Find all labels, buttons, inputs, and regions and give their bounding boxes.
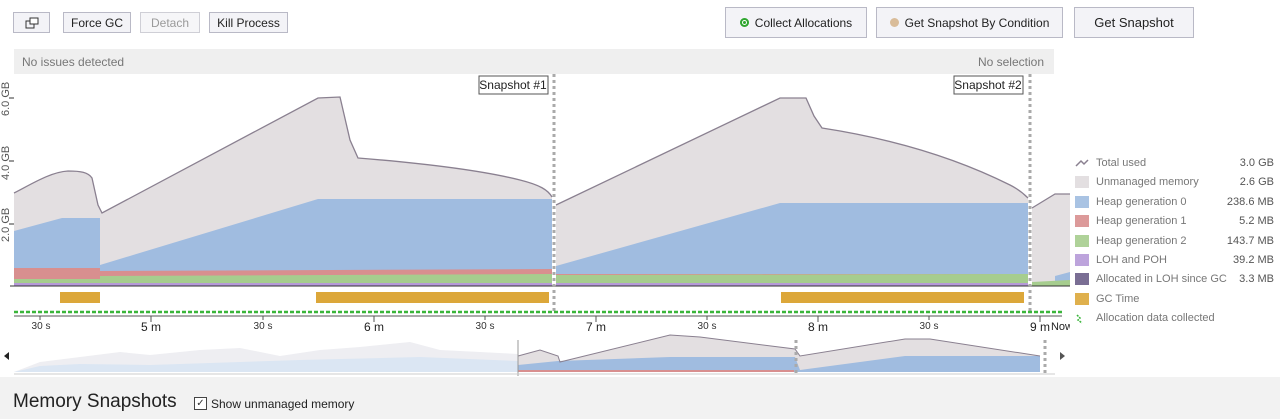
- show-unmanaged-checkbox[interactable]: ✓: [194, 397, 207, 410]
- snapshot-2-label[interactable]: Snapshot #2: [954, 78, 1022, 92]
- condition-dot-icon: [889, 18, 899, 27]
- legend-label: Heap generation 1: [1096, 215, 1187, 228]
- snapshot-1-box: [478, 75, 549, 95]
- gen2-area-c: [1032, 280, 1070, 286]
- get-snapshot-by-condition-label: Get Snapshot By Condition: [904, 15, 1050, 30]
- legend-label: Unmanaged memory: [1096, 176, 1199, 189]
- show-unmanaged-label[interactable]: Show unmanaged memory: [211, 397, 355, 411]
- legend-swatch: [1075, 292, 1089, 305]
- legend-label: Allocation data collected: [1096, 312, 1215, 325]
- gc-time-bar: [781, 292, 1024, 303]
- scroll-right-arrow-icon[interactable]: [1060, 352, 1065, 360]
- loh-area-b: [556, 283, 1028, 286]
- x-label-30s: 30 s: [920, 321, 939, 332]
- legend-swatch: [1075, 234, 1089, 247]
- overview-visible-gen0: [518, 356, 1040, 372]
- detach-button[interactable]: Detach: [140, 12, 200, 33]
- loh-area-a: [14, 283, 552, 286]
- y-label-4gb: 4.0 GB: [0, 146, 12, 180]
- snapshot-1-label[interactable]: Snapshot #1: [479, 78, 547, 92]
- x-label-7m: 7 m: [586, 320, 606, 334]
- memory-timeline-chart[interactable]: 6.0 GB 4.0 GB 2.0 GB Snapshot #1 Snapsho…: [0, 74, 1070, 377]
- get-snapshot-button[interactable]: Get Snapshot: [1074, 7, 1194, 38]
- collect-allocations-label: Collect Allocations: [754, 15, 853, 30]
- legend-label: GC Time: [1096, 292, 1140, 305]
- legend-value: 5.2 MB: [1239, 215, 1274, 228]
- snapshot-marker-2[interactable]: Snapshot #2: [953, 74, 1032, 312]
- snapshot-2-box: [953, 75, 1024, 95]
- legend-swatch: [1075, 195, 1089, 208]
- gc-time-bar: [60, 292, 100, 303]
- overview-faded-gen0: [14, 357, 518, 372]
- get-snapshot-by-condition-button[interactable]: Get Snapshot By Condition: [876, 7, 1063, 38]
- legend-item-unmanaged-memory: Unmanaged memory 2.6 GB: [1072, 173, 1280, 192]
- segment-b: [555, 97, 1029, 286]
- kill-process-button[interactable]: Kill Process: [209, 12, 288, 33]
- legend-value: 238.6 MB: [1226, 195, 1274, 208]
- legend-swatch: [1075, 253, 1089, 266]
- legend-swatch: [1075, 176, 1089, 189]
- collect-allocations-icon: [739, 18, 749, 27]
- segment-c: [1031, 193, 1070, 286]
- unmanaged-area-c: [1032, 194, 1070, 286]
- x-label-6m: 6 m: [364, 320, 384, 334]
- collect-allocations-button[interactable]: Collect Allocations: [725, 7, 867, 38]
- status-bar: No issues detected No selection: [14, 49, 1054, 74]
- legend-label: Allocated in LOH since GC: [1096, 273, 1227, 286]
- overview-visible-gen1: [518, 370, 794, 372]
- total-used-line-c: [1031, 193, 1070, 209]
- legend-item-heap-generation-1: Heap generation 1 5.2 MB: [1072, 212, 1280, 231]
- total-used-line-a: [13, 96, 553, 214]
- legend-value: 39.2 MB: [1233, 253, 1274, 266]
- legend-item-gc-time: GC Time: [1072, 290, 1280, 309]
- legend-swatch: [1075, 215, 1089, 228]
- legend-label: LOH and POH: [1096, 253, 1167, 266]
- legend-item-heap-generation-0: Heap generation 0 238.6 MB: [1072, 193, 1280, 212]
- y-label-2gb: 2.0 GB: [0, 208, 12, 242]
- allocation-collected-icon: [1075, 312, 1089, 324]
- overview-visible-line: [517, 334, 1041, 363]
- legend-item-allocation-data-collected: Allocation data collected: [1072, 309, 1280, 328]
- scroll-left-arrow-icon[interactable]: [4, 352, 9, 360]
- selection-status: No selection: [977, 55, 1044, 69]
- segment-a: [13, 96, 553, 286]
- x-axis-ticks: [39, 316, 1041, 322]
- total-used-line-icon: [1075, 157, 1089, 169]
- force-gc-button[interactable]: Force GC: [63, 12, 131, 33]
- x-label-30s: 30 s: [32, 321, 51, 332]
- legend-item-heap-generation-2: Heap generation 2 143.7 MB: [1072, 232, 1280, 251]
- total-used-line-b: [555, 97, 1029, 206]
- x-label-5m: 5 m: [141, 320, 161, 334]
- issues-status: No issues detected: [22, 55, 125, 69]
- legend-item-loh-and-poh: LOH and POH 39.2 MB: [1072, 251, 1280, 270]
- restore-window-button[interactable]: [13, 12, 50, 33]
- memory-snapshots-title: Memory Snapshots: [13, 391, 177, 412]
- legend-item-total-used: Total used 3.0 GB: [1072, 154, 1280, 173]
- x-label-30s: 30 s: [698, 321, 717, 332]
- legend-label: Heap generation 0: [1096, 195, 1187, 208]
- gen0-area-b: [556, 203, 1028, 286]
- legend-value: 3.0 GB: [1239, 157, 1274, 169]
- legend-label: Heap generation 2: [1096, 234, 1187, 247]
- chart-legend: Total used 3.0 GB Unmanaged memory 2.6 GB He…: [1072, 154, 1280, 329]
- legend-label: Total used: [1096, 157, 1147, 169]
- x-label-8m: 8 m: [808, 320, 828, 334]
- x-label-now: Now: [1051, 321, 1070, 333]
- legend-value: 2.6 GB: [1239, 176, 1274, 189]
- legend-value: 3.3 MB: [1239, 273, 1274, 286]
- legend-value: 143.7 MB: [1226, 234, 1274, 247]
- snapshot-marker-1[interactable]: Snapshot #1: [478, 74, 556, 312]
- x-label-9m: 9 m: [1030, 320, 1050, 334]
- gc-time-bar: [316, 292, 549, 303]
- restore-window-icon: [25, 17, 38, 28]
- memory-snapshots-bar: Memory Snapshots ✓ Show unmanaged memory: [0, 377, 1280, 419]
- legend-item-allocated-in-loh-since-gc: Allocated in LOH since GC 3.3 MB: [1072, 270, 1280, 289]
- gen0-area-a: [14, 199, 552, 286]
- y-label-6gb: 6.0 GB: [0, 82, 12, 116]
- overview-strip[interactable]: [4, 334, 1065, 376]
- x-label-30s: 30 s: [476, 321, 495, 332]
- x-label-30s: 30 s: [254, 321, 273, 332]
- gen2-area-b: [556, 274, 1028, 283]
- legend-swatch: [1075, 273, 1089, 286]
